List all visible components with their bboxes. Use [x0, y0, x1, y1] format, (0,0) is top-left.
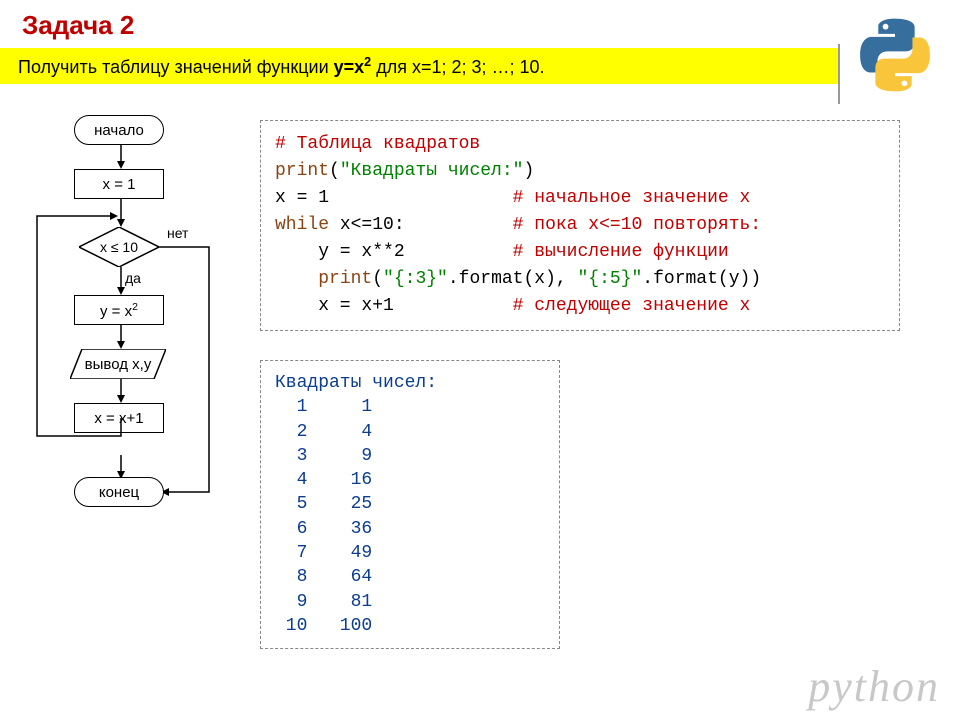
- program-output: Квадраты чисел: 1 1 2 4 3 9 4 16 5 25 6 …: [260, 360, 560, 649]
- task-title: Задача 2: [22, 10, 134, 41]
- task-subtitle: Получить таблицу значений функции y=x2 д…: [0, 48, 840, 84]
- fc-start: начало: [74, 115, 164, 145]
- fc-init: x = 1: [74, 169, 164, 199]
- fc-no-branch: [159, 242, 219, 532]
- watermark: python: [808, 661, 940, 712]
- code-listing: # Таблица квадратов print("Квадраты чисе…: [260, 120, 900, 331]
- fc-no-label: нет: [167, 225, 188, 241]
- fc-arrow: [116, 145, 126, 169]
- fc-yes-label: да: [125, 270, 141, 286]
- python-logo-icon: [840, 15, 950, 95]
- fc-end: конец: [74, 477, 164, 507]
- fc-to-end: [116, 455, 126, 479]
- subtitle-text: Получить таблицу значений функции y=x2 д…: [18, 55, 545, 78]
